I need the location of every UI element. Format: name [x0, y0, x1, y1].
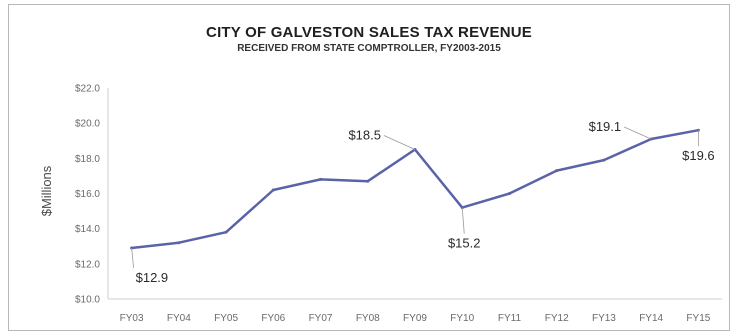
- x-tick-label: FY07: [309, 313, 333, 324]
- y-axis-label: $Millions: [39, 165, 54, 216]
- series-line-group: [130, 128, 700, 250]
- data-label: $19.1: [589, 119, 622, 134]
- chart-frame: [8, 4, 730, 331]
- data-point: [555, 169, 559, 173]
- data-label: $12.9: [136, 270, 169, 285]
- leader-line: [383, 135, 416, 150]
- x-tick-label: FY12: [545, 313, 569, 324]
- x-tick-label: FY04: [167, 313, 191, 324]
- data-label: $15.2: [448, 236, 481, 251]
- data-label: $18.5: [348, 128, 381, 143]
- data-point: [507, 192, 511, 195]
- chart-title: CITY OF GALVESTON SALES TAX REVENUE: [206, 24, 532, 41]
- leader-line: [623, 126, 652, 140]
- y-tick-label: $10.0: [75, 295, 100, 306]
- data-point: [177, 241, 181, 245]
- x-tick-labels: FY03 FY04 FY05 FY06 FY07 FY08 FY09 FY10 FY11 FY12…: [120, 313, 711, 324]
- x-tick-label: FY14: [639, 313, 663, 324]
- data-point: [366, 179, 370, 183]
- series-line: [131, 128, 699, 250]
- leader-line: [131, 247, 135, 269]
- x-tick-label: FY06: [261, 313, 285, 324]
- x-tick-label: FY11: [498, 313, 522, 324]
- y-tick-label: $22.0: [75, 84, 100, 95]
- data-label: $19.6: [682, 148, 715, 163]
- x-tick-label: FY08: [356, 313, 380, 324]
- data-point: [319, 177, 323, 181]
- x-tick-label: FY13: [592, 313, 616, 324]
- y-tick-labels: $10.0 $12.0 $14.0 $16.0 $18.0 $20.0 $22.0: [75, 84, 100, 306]
- y-tick-label: $16.0: [75, 189, 100, 200]
- data-point: [271, 188, 275, 192]
- x-tick-label: FY15: [686, 313, 710, 324]
- chart-axes: [107, 88, 722, 300]
- y-tick-label: $18.0: [75, 154, 100, 165]
- y-tick-label: $14.0: [75, 224, 100, 235]
- y-tick-label: $20.0: [75, 119, 100, 130]
- x-tick-label: FY05: [214, 313, 238, 324]
- leader-line: [461, 207, 465, 234]
- data-labels: $12.9 $18.5 $15.2 $19.1 $19.6: [131, 119, 715, 285]
- x-tick-label: FY10: [450, 313, 474, 324]
- x-tick-label: FY03: [120, 313, 144, 324]
- chart-subtitle: RECEIVED FROM STATE COMPTROLLER, FY2003-…: [237, 43, 501, 54]
- x-tick-label: FY09: [403, 313, 427, 324]
- data-point: [224, 230, 228, 234]
- data-point: [602, 158, 606, 162]
- y-tick-label: $12.0: [75, 259, 100, 270]
